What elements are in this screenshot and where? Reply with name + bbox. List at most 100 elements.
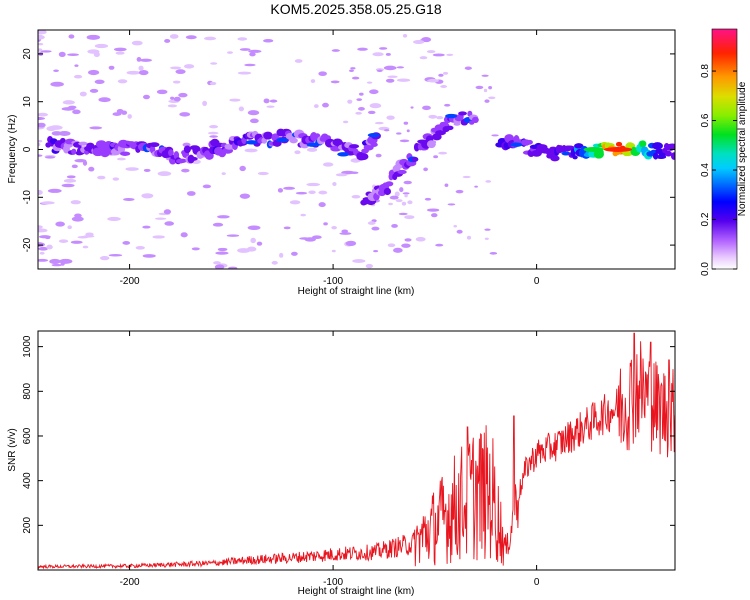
noise-speckle [112, 177, 120, 181]
noise-speckle [68, 34, 75, 39]
noise-speckle [391, 223, 398, 228]
noise-speckle [79, 91, 87, 97]
noise-speckle [339, 232, 352, 235]
noise-speckle [108, 253, 123, 257]
noise-speckle [88, 166, 95, 172]
noise-speckle [277, 188, 284, 193]
noise-speckle [185, 35, 197, 40]
y-tick-label: 1000 [22, 335, 33, 358]
noise-speckle [489, 251, 498, 255]
noise-speckle [164, 221, 175, 226]
noise-speckle [238, 106, 245, 112]
noise-speckle [141, 193, 154, 199]
noise-speckle [313, 104, 319, 109]
noise-speckle [444, 103, 451, 107]
noise-speckle [127, 114, 132, 119]
spectral-ridge-main-trace-right [550, 155, 560, 162]
noise-speckle [322, 102, 329, 108]
noise-speckle [383, 129, 390, 132]
noise-speckle [322, 162, 334, 167]
noise-speckle [399, 139, 410, 143]
spectral-ridge-descending-trace [445, 125, 454, 131]
noise-speckle [404, 193, 408, 198]
noise-speckle [237, 37, 248, 41]
noise-speckle [249, 118, 259, 124]
noise-speckle [462, 175, 471, 179]
noise-speckle [484, 99, 490, 103]
noise-speckle [352, 259, 366, 263]
noise-speckle [404, 238, 412, 242]
noise-speckle [351, 76, 360, 80]
chart-title: KOM5.2025.358.05.25.G18 [270, 1, 441, 17]
noise-speckle [85, 232, 94, 237]
noise-speckle [126, 70, 141, 75]
noise-speckle [169, 34, 179, 39]
colorbar: 0.0 0.2 0.4 0.6 0.8 Normalized spectral ampl… [700, 28, 748, 276]
noise-speckle [310, 79, 316, 84]
noise-speckle [184, 64, 195, 69]
noise-speckle [412, 39, 425, 44]
noise-speckle [455, 189, 464, 194]
noise-speckle [116, 157, 126, 161]
noise-speckle [172, 80, 181, 84]
spectral-peak-shoulder [583, 147, 604, 152]
noise-speckle [58, 239, 69, 243]
noise-speckle [291, 251, 298, 256]
colorbar-tick-label: 0.6 [700, 113, 711, 127]
noise-speckle [289, 200, 301, 205]
noise-speckle [173, 96, 181, 102]
noise-speckle [279, 252, 284, 258]
noise-speckle [248, 49, 262, 53]
spectral-core [337, 152, 350, 157]
snr-ylabel: SNR (v/v) [7, 428, 18, 471]
noise-speckle [263, 38, 274, 43]
noise-speckle [396, 78, 411, 82]
noise-speckle [186, 191, 196, 196]
spectral-ridge-descending-trace [471, 116, 479, 124]
noise-speckle [58, 131, 71, 136]
noise-speckle [239, 193, 251, 199]
noise-speckle [38, 48, 43, 52]
noise-speckle [89, 126, 103, 130]
noise-speckle [300, 213, 306, 217]
noise-speckle [283, 186, 296, 190]
noise-speckle [207, 131, 219, 135]
noise-speckle [396, 132, 402, 135]
noise-speckle [306, 182, 321, 187]
colorbar-tick-label: 0.2 [700, 212, 711, 226]
noise-speckle [239, 48, 251, 51]
noise-speckle [97, 175, 106, 180]
noise-speckle [82, 245, 89, 249]
noise-speckle [73, 74, 83, 79]
noise-speckle [209, 125, 219, 129]
noise-speckle [308, 190, 316, 195]
noise-speckle [47, 188, 62, 193]
noise-speckle [396, 66, 405, 69]
noise-speckle [38, 242, 45, 247]
noise-speckle [481, 74, 489, 77]
noise-speckle [431, 213, 438, 218]
noise-speckle [383, 65, 397, 71]
noise-speckle [446, 53, 454, 56]
snr-series-line [38, 332, 675, 570]
noise-speckle [74, 213, 82, 218]
noise-speckle [442, 71, 449, 75]
noise-speckle [318, 190, 328, 195]
noise-speckle [228, 266, 238, 269]
noise-speckle [332, 182, 337, 187]
noise-speckle [139, 58, 152, 62]
x-tick-label: -200 [120, 577, 140, 588]
noise-speckle [318, 71, 327, 77]
noise-speckle [464, 66, 472, 70]
noise-speckle [61, 107, 75, 111]
noise-speckle [38, 30, 47, 35]
noise-speckle [117, 79, 128, 84]
noise-speckle [40, 50, 52, 53]
noise-speckle [215, 251, 229, 255]
noise-speckle [204, 36, 217, 41]
noise-speckle [143, 168, 151, 172]
colorbar-tick-label: 0.4 [700, 163, 711, 177]
noise-speckle [181, 168, 190, 173]
spectral-core [510, 142, 523, 147]
